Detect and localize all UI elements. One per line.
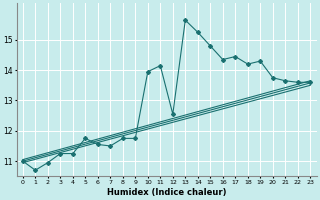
X-axis label: Humidex (Indice chaleur): Humidex (Indice chaleur) xyxy=(107,188,226,197)
